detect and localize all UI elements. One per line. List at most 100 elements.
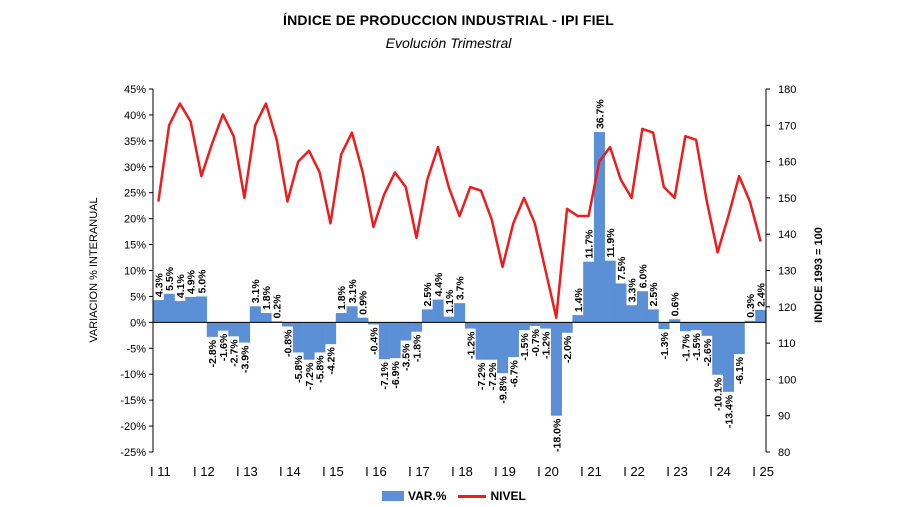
bar-I-20: [540, 322, 552, 329]
bar-II-12: [206, 322, 218, 337]
data-label-IV-20: 1.4%: [573, 288, 585, 313]
data-label-IV-13: 0.2%: [272, 294, 284, 319]
data-label-III-21: 11.9%: [605, 228, 617, 258]
data-label-III-22: 2.5%: [648, 282, 660, 307]
y-tick-label: 0%: [130, 317, 146, 329]
data-label-III-18: -7.2%: [476, 362, 488, 390]
data-label-III-20: -2.0%: [562, 335, 574, 363]
data-label-III-19: -1.5%: [519, 332, 531, 360]
bar-IV-16: [400, 322, 412, 341]
data-label-III-16: -6.9%: [390, 360, 402, 388]
y2-tick-label: 80: [778, 447, 790, 459]
legend: VAR.% NIVEL: [382, 488, 526, 504]
data-label-III-13: 1.8%: [261, 285, 273, 310]
bar-I-15: [325, 322, 337, 345]
tick-labels: 45% 40% 35% 30% 25% 20% 15% 10% 5% 0% -5% -10% -15% -…: [120, 84, 796, 479]
data-label-I-12: 5.0%: [196, 269, 208, 294]
bar-III-15: [346, 306, 358, 323]
bar-III-20: [561, 322, 573, 333]
y2-tick-label: 90: [778, 411, 790, 423]
bar-series-var: [153, 132, 767, 416]
bar-III-24: [733, 322, 745, 354]
chart-subtitle: Evolución Trimestral: [385, 35, 512, 51]
y2-tick-label: 100: [778, 374, 796, 386]
bar-III-14: [303, 322, 315, 360]
y-axis-right-title: INDICE 1993 = 100: [813, 227, 825, 323]
data-label-IV-22: -1.3%: [659, 331, 671, 359]
data-label-IV-18: -7.2%: [487, 362, 499, 390]
data-label-III-24: -6.1%: [734, 356, 746, 384]
bar-II-13: [249, 306, 261, 323]
bar-IV-13: [271, 321, 283, 323]
x-tick-label: I 14: [279, 464, 301, 479]
nivel-line: [157, 102, 762, 319]
data-label-I-17: -1.8%: [411, 334, 423, 362]
y-tick-label: 35%: [124, 136, 146, 148]
bar-III-16: [389, 322, 401, 359]
data-label-IV-17: 1.1%: [444, 289, 456, 314]
bar-III-13: [260, 313, 272, 323]
bar-III-11: [174, 301, 186, 323]
y-tick-label: 45%: [124, 84, 146, 96]
data-label-IV-11: 4.9%: [186, 269, 198, 294]
data-label-II-12: -2.8%: [207, 339, 219, 367]
data-label-IV-16: -3.5%: [401, 343, 413, 371]
data-label-II-16: -7.1%: [379, 362, 391, 390]
data-label-II-17: 2.5%: [422, 282, 434, 307]
bar-IV-12: [228, 322, 240, 337]
data-label-III-17: 4.4%: [433, 272, 445, 297]
y-tick-label: 20%: [124, 214, 146, 226]
data-label-I-11: 4.3%: [153, 272, 165, 297]
bar-III-12: [217, 322, 229, 331]
legend-swatch-nivel: [458, 494, 487, 498]
legend-label-var: VAR.%: [408, 489, 447, 503]
bar-IV-19: [529, 322, 541, 326]
bar-II-19: [507, 322, 519, 358]
x-tick-label: I 12: [193, 464, 215, 479]
data-label-I-15: -4.2%: [325, 346, 337, 374]
data-label-I-20: -1.2%: [541, 331, 553, 359]
data-label-IV-15: 0.9%: [358, 290, 370, 315]
bar-IV-14: [314, 322, 326, 353]
bar-I-19: [497, 322, 509, 374]
bar-III-19: [518, 322, 530, 331]
bar-II-16: [378, 322, 390, 360]
data-label-III-11: 4.1%: [175, 274, 187, 299]
bar-I-14: [282, 322, 294, 327]
x-tick-label: I 23: [666, 464, 688, 479]
y-tick-label: -20%: [120, 421, 146, 433]
y-tick-label: 10%: [124, 266, 146, 278]
data-label-I-25: 2.4%: [756, 282, 768, 307]
bar-IV-24: [744, 320, 756, 323]
bar-III-22: [647, 309, 659, 323]
line-series-nivel: [157, 102, 762, 319]
data-label-IV-23: -2.6%: [702, 338, 714, 366]
bar-III-21: [604, 260, 616, 323]
data-label-II-22: 6.0%: [637, 264, 649, 289]
x-tick-label: I 25: [752, 464, 774, 479]
data-label-II-24: -13.4%: [723, 394, 735, 428]
data-label-II-14: -5.8%: [293, 355, 305, 383]
y2-tick-label: 110: [778, 338, 796, 350]
data-label-I-24: -10.1%: [713, 377, 725, 411]
y-tick-label: 15%: [124, 240, 146, 252]
data-label-I-22: 3.3%: [627, 278, 639, 303]
data-label-I-18: 3.7%: [455, 276, 467, 301]
x-tick-label: I 11: [150, 464, 171, 479]
bar-IV-17: [443, 316, 455, 323]
bar-II-21: [593, 132, 605, 323]
bar-I-23: [669, 319, 681, 323]
x-tick-label: I 18: [451, 464, 473, 479]
bar-IV-20: [572, 315, 584, 323]
x-tick-label: I 22: [623, 464, 645, 479]
y-tick-label: 40%: [124, 110, 146, 122]
bar-III-18: [475, 322, 487, 360]
data-label-II-20: -18.0%: [551, 418, 563, 452]
bar-II-18: [464, 322, 476, 329]
data-label-II-18: -1.2%: [465, 331, 477, 359]
bar-II-24: [722, 322, 735, 392]
bar-I-17: [411, 322, 423, 332]
x-tick-label: I 13: [236, 464, 258, 479]
bar-I-11: [153, 300, 165, 323]
